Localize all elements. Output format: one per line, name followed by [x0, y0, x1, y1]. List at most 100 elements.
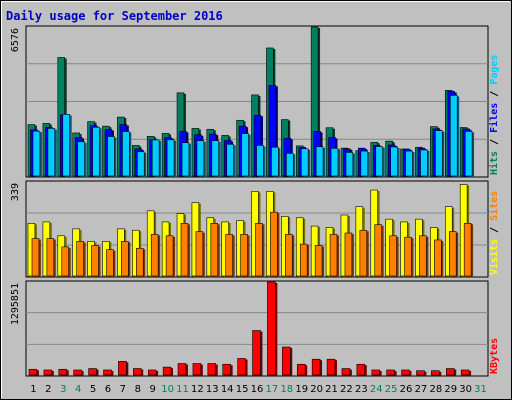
bar-kbytes-day-25 [386, 369, 395, 376]
x-tick-label-day-28: 28 [429, 384, 442, 395]
bar-sites-day-4 [76, 241, 84, 277]
legend-item-files: Files [488, 103, 500, 133]
x-tick-label-day-23: 23 [355, 384, 368, 395]
bar-pages-day-3 [62, 114, 71, 177]
bar-sites-day-7 [121, 241, 129, 277]
bar-pages-day-2 [47, 128, 56, 177]
x-tick-label-day-29: 29 [444, 384, 457, 395]
bar-kbytes-day-23 [356, 363, 366, 376]
x-tick-label-day-17: 17 [266, 384, 279, 395]
bar-sites-day-2 [46, 238, 55, 277]
legend-item-kbytes: KBytes [489, 338, 500, 374]
chart-panels: 6576 Hits / Files / Pages 339 Visits / Site… [10, 25, 500, 377]
bar-kbytes-day-4 [73, 369, 82, 376]
bar-pages-day-4 [77, 141, 85, 177]
bar-sites-day-16 [255, 223, 263, 277]
bar-sites-day-30 [463, 223, 472, 277]
bar-pages-day-16 [256, 145, 264, 177]
legend-separator: / [489, 221, 500, 239]
bar-pages-day-9 [151, 139, 160, 177]
legend-separator: / [489, 133, 500, 151]
bar-kbytes-day-7 [118, 361, 127, 376]
panel-hits-files-pages: 6576 Hits / Files / Pages [10, 25, 500, 178]
bar-kbytes-day-8 [133, 368, 142, 376]
bar-kbytes-day-30 [460, 369, 470, 376]
x-tick-label-day-26: 26 [400, 384, 413, 395]
bar-pages-day-25 [390, 146, 398, 177]
legend-item-hits: Hits [488, 151, 500, 175]
x-axis-day-labels: 1 2 3 4 5 6 7 8 9 10 11 12 13 14 15 16 17 18 19 20 21 22 23 24 2… [30, 384, 487, 395]
x-tick-label-day-9: 9 [149, 384, 155, 395]
bar-kbytes-day-11 [177, 363, 187, 376]
bar-kbytes-day-6 [103, 369, 112, 376]
y-max-label: 339 [10, 183, 21, 201]
bar-pages-day-18 [286, 153, 294, 177]
legend-hits-files-pages: Hits / Files / Pages [488, 55, 500, 175]
bar-sites-day-13 [210, 223, 219, 277]
bar-sites-day-14 [225, 234, 233, 277]
legend-item-sites: Sites [488, 191, 500, 221]
x-tick-label-day-11: 11 [176, 384, 189, 395]
bar-pages-day-10 [166, 139, 175, 177]
x-tick-label-day-25: 25 [385, 384, 398, 395]
bar-sites-day-19 [299, 243, 308, 277]
legend-visits-sites: Visits / Sites [488, 191, 500, 275]
x-tick-label-day-16: 16 [251, 384, 264, 395]
y-max-label: 1295851 [10, 283, 21, 325]
bar-kbytes-day-20 [311, 358, 321, 376]
panel-kbytes: 1295851 KBytes [10, 280, 500, 377]
x-tick-label-day-6: 6 [105, 384, 111, 395]
bar-pages-day-26 [405, 150, 413, 177]
bar-pages-day-15 [241, 133, 249, 177]
bar-kbytes-day-26 [401, 369, 410, 376]
bar-pages-day-21 [330, 148, 339, 177]
x-tick-label-day-13: 13 [206, 384, 219, 395]
bar-kbytes-day-14 [222, 363, 231, 376]
bar-pages-day-5 [92, 126, 100, 177]
bar-pages-day-17 [271, 146, 279, 177]
bar-pages-day-24 [375, 146, 383, 177]
bar-kbytes-day-13 [207, 363, 217, 376]
bar-sites-day-9 [150, 234, 159, 277]
bar-sites-day-11 [180, 223, 189, 277]
x-tick-label-day-30: 30 [459, 384, 472, 395]
bar-kbytes-day-28 [431, 370, 440, 376]
x-tick-label-day-3: 3 [60, 384, 66, 395]
x-tick-label-day-1: 1 [30, 384, 36, 395]
bar-pages-day-12 [196, 140, 205, 177]
bar-pages-day-7 [122, 131, 130, 177]
x-tick-label-day-21: 21 [325, 384, 338, 395]
bar-sites-day-22 [344, 232, 353, 277]
x-tick-label-day-27: 27 [415, 384, 428, 395]
bar-kbytes-day-5 [88, 368, 97, 376]
bar-kbytes-day-10 [162, 366, 172, 376]
chart-title: Daily usage for September 2016 [6, 9, 223, 23]
x-tick-label-day-14: 14 [221, 384, 234, 395]
x-tick-label-day-10: 10 [161, 384, 174, 395]
x-tick-label-day-4: 4 [75, 384, 81, 395]
bar-sites-day-23 [359, 229, 368, 277]
bar-sites-day-25 [389, 235, 397, 277]
bar-kbytes-day-16 [252, 330, 261, 376]
x-tick-label-day-24: 24 [370, 384, 383, 395]
bar-kbytes-day-3 [58, 368, 68, 376]
bar-pages-day-11 [181, 142, 190, 177]
x-tick-label-day-2: 2 [45, 384, 51, 395]
bar-pages-day-6 [107, 136, 115, 177]
bar-sites-day-1 [31, 238, 40, 277]
y-max-label: 6576 [10, 28, 21, 52]
bar-sites-day-12 [195, 231, 204, 277]
x-tick-label-day-8: 8 [135, 384, 141, 395]
x-tick-label-day-15: 15 [236, 384, 249, 395]
bar-sites-day-3 [61, 246, 70, 277]
bar-sites-day-24 [374, 224, 382, 277]
x-tick-label-day-18: 18 [280, 384, 293, 395]
bar-pages-day-1 [32, 130, 41, 177]
bar-kbytes-day-22 [341, 368, 351, 376]
bar-pages-day-8 [137, 151, 145, 177]
legend-separator: / [489, 85, 500, 103]
x-tick-label-day-19: 19 [295, 384, 308, 395]
bar-pages-day-20 [315, 146, 324, 177]
bar-kbytes-day-1 [28, 368, 38, 376]
